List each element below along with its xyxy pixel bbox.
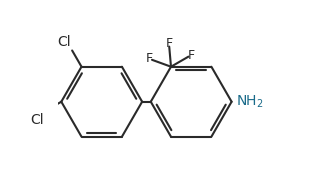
- Text: Cl: Cl: [57, 35, 71, 49]
- Text: F: F: [165, 37, 173, 50]
- Text: F: F: [145, 52, 153, 65]
- Text: Cl: Cl: [30, 112, 44, 127]
- Text: F: F: [188, 49, 195, 62]
- Text: NH$_2$: NH$_2$: [236, 94, 264, 110]
